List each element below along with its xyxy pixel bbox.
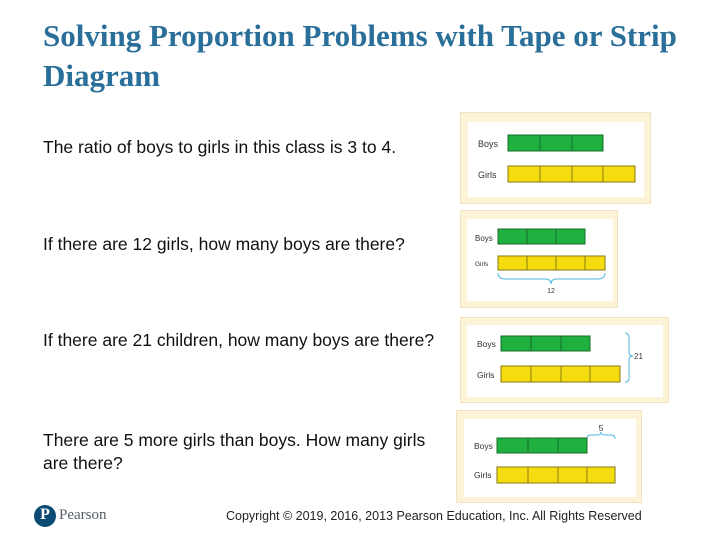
girls-unit: [555, 255, 586, 271]
girls-strip: [507, 165, 636, 183]
boys-unit: [557, 437, 588, 454]
girls-unit: [526, 255, 557, 271]
boys-unit: [530, 335, 562, 352]
boys-unit: [526, 228, 557, 245]
boys-unit: [497, 228, 528, 245]
total-brace: [624, 332, 634, 383]
difference-brace: [586, 431, 616, 440]
boys-label: Boys: [474, 441, 493, 451]
girls-unit: [586, 466, 616, 484]
tape-diagram-ratio: Boys Girls: [460, 112, 651, 204]
tape-diagram-21-children: Boys Girls 21: [460, 317, 669, 403]
girls-unit: [557, 466, 588, 484]
girls-unit: [560, 365, 591, 383]
girls-label: Girls: [475, 261, 489, 268]
girls-unit: [496, 466, 529, 484]
boys-unit: [560, 335, 591, 352]
copyright-notice: Copyright © 2019, 2016, 2013 Pearson Edu…: [226, 509, 642, 523]
question-5-more-girls: There are 5 more girls than boys. How ma…: [43, 430, 426, 473]
girls-unit: [571, 165, 604, 183]
question-12-girls: If there are 12 girls, how many boys are…: [43, 234, 405, 254]
tape-diagram-5-more-girls: 5 Boys Girls: [456, 410, 642, 503]
girls-total-label: 12: [547, 288, 555, 295]
girls-strip: [497, 255, 606, 271]
boys-unit: [507, 134, 541, 152]
girls-strip: [496, 466, 616, 484]
girls-brace: [497, 272, 606, 285]
tape-diagram-12-girls: Boys Girls 12: [460, 210, 618, 308]
boys-unit: [555, 228, 586, 245]
total-label: 21: [634, 352, 643, 361]
girls-unit: [584, 255, 606, 271]
question-ratio: The ratio of boys to girls in this class…: [43, 137, 397, 157]
girls-label: Girls: [478, 170, 497, 180]
boys-label: Boys: [478, 139, 499, 149]
girls-label: Girls: [477, 370, 494, 380]
girls-unit: [497, 255, 528, 271]
difference-label: 5: [599, 423, 604, 433]
girls-unit: [602, 165, 636, 183]
boys-unit: [496, 437, 529, 454]
slide-title: Solving Proportion Problems with Tape or…: [43, 18, 677, 93]
girls-unit: [530, 365, 562, 383]
boys-unit: [527, 437, 559, 454]
girls-unit: [589, 365, 621, 383]
boys-label: Boys: [475, 234, 493, 243]
pearson-logo-word: Pearson: [59, 507, 107, 523]
boys-unit: [500, 335, 532, 352]
boys-label: Boys: [477, 339, 496, 349]
girls-unit: [500, 365, 532, 383]
question-21-children: If there are 21 children, how many boys …: [43, 330, 435, 350]
boys-unit: [539, 134, 573, 152]
boys-unit: [571, 134, 604, 152]
pearson-logo-mark: P: [34, 505, 56, 527]
girls-label: Girls: [474, 470, 491, 480]
girls-unit: [539, 165, 573, 183]
girls-strip: [500, 365, 621, 383]
girls-unit: [527, 466, 559, 484]
boys-strip: [497, 228, 586, 245]
girls-unit: [507, 165, 541, 183]
boys-strip: [507, 134, 604, 152]
boys-strip: [500, 335, 591, 352]
boys-strip: [496, 437, 588, 454]
